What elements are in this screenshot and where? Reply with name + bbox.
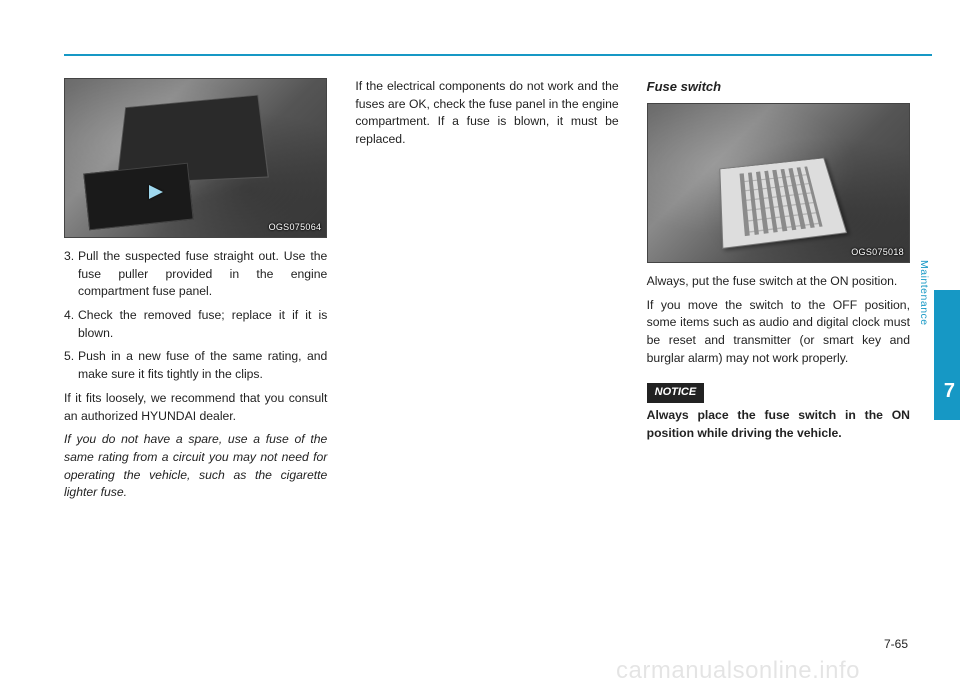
step-number: 3. [64, 248, 78, 301]
step-text: Push in a new fuse of the same rating, a… [78, 348, 327, 383]
image-code: OGS075018 [851, 246, 904, 259]
para-spare-fuse: If you do not have a spare, use a fuse o… [64, 431, 327, 502]
step-4: 4. Check the removed fuse; replace it if… [64, 307, 327, 342]
interior-fuse-panel-shape [719, 158, 847, 249]
step-number: 5. [64, 348, 78, 383]
step-number: 4. [64, 307, 78, 342]
para-loose-fit: If it fits loosely, we recommend that yo… [64, 390, 327, 425]
content-columns: OGS075064 3. Pull the suspected fuse str… [64, 78, 910, 647]
manual-page: OGS075064 3. Pull the suspected fuse str… [0, 0, 960, 687]
step-text: Check the removed fuse; replace it if it… [78, 307, 327, 342]
figure-fuse-switch: OGS075018 [647, 103, 910, 263]
fuse-label-shape [83, 162, 193, 229]
column-middle: If the electrical components do not work… [355, 78, 618, 647]
figure-engine-fuse: OGS075064 [64, 78, 327, 238]
notice-label: NOTICE [647, 383, 705, 403]
column-right: Fuse switch OGS075018 Always, put the fu… [647, 78, 910, 647]
watermark: carmanualsonline.info [616, 657, 860, 685]
step-5: 5. Push in a new fuse of the same rating… [64, 348, 327, 383]
image-code: OGS075064 [269, 221, 322, 234]
arrow-indicator-icon [149, 185, 163, 199]
para-electrical: If the electrical components do not work… [355, 78, 618, 149]
step-text: Pull the suspected fuse straight out. Us… [78, 248, 327, 301]
para-switch-on: Always, put the fuse switch at the ON po… [647, 273, 910, 291]
heading-fuse-switch: Fuse switch [647, 78, 910, 97]
notice-text: Always place the fuse switch in the ON p… [647, 407, 910, 442]
para-switch-off: If you move the switch to the OFF positi… [647, 297, 910, 368]
top-rule [64, 54, 932, 56]
side-label: Maintenance [918, 260, 930, 326]
step-3: 3. Pull the suspected fuse straight out.… [64, 248, 327, 301]
column-left: OGS075064 3. Pull the suspected fuse str… [64, 78, 327, 647]
page-number: 7-65 [884, 637, 908, 651]
chapter-number: 7 [944, 380, 955, 403]
